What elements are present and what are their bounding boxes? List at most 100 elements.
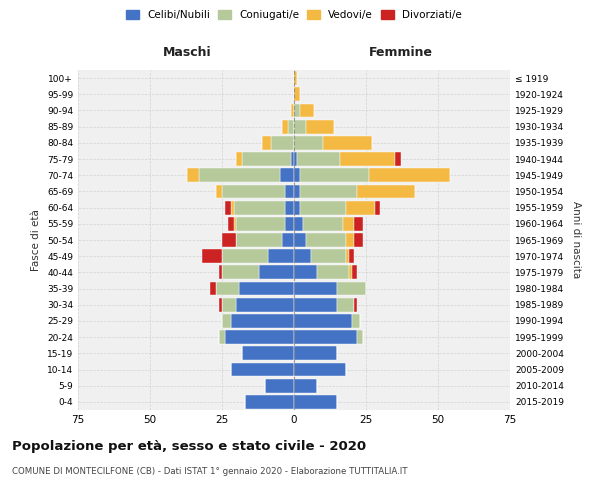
Bar (294, 71, 297, 85)
Bar (294, 266, 317, 280)
Bar (245, 395, 294, 409)
Bar (294, 200, 300, 214)
Bar (259, 266, 294, 280)
Bar (294, 330, 358, 344)
Bar (216, 184, 222, 198)
Legend: Celibi/Nubili, Coniugati/e, Vedovi/e, Divorziati/e: Celibi/Nubili, Coniugati/e, Vedovi/e, Di… (123, 7, 465, 24)
Bar (294, 88, 300, 101)
Bar (294, 395, 337, 409)
Bar (286, 217, 294, 230)
Bar (233, 217, 236, 230)
Bar (305, 120, 334, 134)
Bar (346, 233, 355, 247)
Bar (239, 282, 294, 296)
Bar (343, 217, 355, 230)
Bar (283, 233, 294, 247)
Bar (225, 200, 230, 214)
Bar (262, 136, 271, 149)
Bar (236, 233, 283, 247)
Bar (222, 314, 230, 328)
Bar (211, 282, 216, 296)
Bar (230, 200, 233, 214)
Bar (283, 120, 288, 134)
Bar (300, 200, 346, 214)
Bar (395, 152, 401, 166)
Bar (337, 282, 366, 296)
Bar (346, 250, 349, 263)
Bar (311, 250, 346, 263)
Bar (222, 266, 259, 280)
Bar (346, 200, 374, 214)
Bar (294, 217, 302, 230)
Bar (242, 152, 291, 166)
Bar (265, 379, 294, 392)
Bar (219, 266, 222, 280)
Bar (236, 152, 242, 166)
Bar (369, 168, 449, 182)
Bar (187, 168, 199, 182)
Bar (294, 104, 300, 118)
Bar (349, 250, 355, 263)
Bar (236, 298, 294, 312)
Text: Popolazione per età, sesso e stato civile - 2020: Popolazione per età, sesso e stato civil… (12, 440, 366, 453)
Bar (294, 346, 337, 360)
Bar (291, 152, 294, 166)
Bar (352, 266, 358, 280)
Bar (317, 266, 349, 280)
Bar (219, 330, 225, 344)
Bar (355, 233, 363, 247)
Text: Femmine: Femmine (368, 46, 433, 59)
Bar (280, 168, 294, 182)
Bar (222, 250, 268, 263)
Bar (268, 250, 294, 263)
Bar (219, 298, 222, 312)
Bar (291, 104, 294, 118)
Bar (300, 184, 358, 198)
Y-axis label: Anni di nascita: Anni di nascita (571, 202, 581, 278)
Bar (288, 120, 294, 134)
Bar (294, 298, 337, 312)
Bar (358, 330, 363, 344)
Bar (225, 330, 294, 344)
Bar (228, 217, 233, 230)
Bar (294, 314, 352, 328)
Bar (294, 250, 311, 263)
Bar (216, 282, 239, 296)
Bar (286, 200, 294, 214)
Text: Maschi: Maschi (163, 46, 212, 59)
Bar (294, 362, 346, 376)
Bar (355, 217, 363, 230)
Bar (202, 250, 222, 263)
Bar (297, 152, 340, 166)
Bar (300, 168, 369, 182)
Bar (199, 168, 280, 182)
Bar (242, 346, 294, 360)
Bar (294, 184, 300, 198)
Bar (294, 152, 297, 166)
Bar (358, 184, 415, 198)
Bar (302, 217, 343, 230)
Bar (222, 298, 236, 312)
Bar (222, 184, 286, 198)
Bar (305, 233, 346, 247)
Bar (233, 200, 286, 214)
Bar (222, 233, 236, 247)
Bar (349, 266, 352, 280)
Bar (286, 184, 294, 198)
Text: COMUNE DI MONTECILFONE (CB) - Dati ISTAT 1° gennaio 2020 - Elaborazione TUTTITAL: COMUNE DI MONTECILFONE (CB) - Dati ISTAT… (12, 468, 407, 476)
Bar (294, 233, 305, 247)
Bar (230, 362, 294, 376)
Bar (271, 136, 294, 149)
Bar (236, 217, 286, 230)
Bar (355, 298, 358, 312)
Bar (300, 104, 314, 118)
Bar (294, 136, 323, 149)
Bar (230, 314, 294, 328)
Y-axis label: Fasce di età: Fasce di età (31, 209, 41, 271)
Bar (340, 152, 395, 166)
Bar (374, 200, 380, 214)
Bar (294, 379, 317, 392)
Bar (294, 282, 337, 296)
Bar (294, 168, 300, 182)
Bar (294, 120, 305, 134)
